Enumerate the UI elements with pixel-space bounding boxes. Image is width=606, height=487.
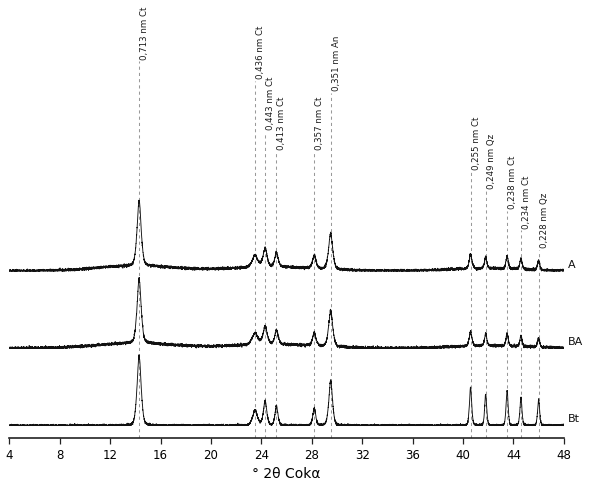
Text: 0,228 nm Qz: 0,228 nm Qz: [539, 193, 548, 248]
Text: BA: BA: [568, 337, 583, 347]
Text: 0,436 nm Ct: 0,436 nm Ct: [256, 26, 265, 79]
Text: 0,234 nm Ct: 0,234 nm Ct: [522, 175, 531, 228]
Text: 0,255 nm Ct: 0,255 nm Ct: [471, 116, 481, 169]
Text: Bt: Bt: [568, 414, 579, 424]
Text: 0,443 nm Ct: 0,443 nm Ct: [266, 77, 275, 131]
X-axis label: ° 2θ Cokα: ° 2θ Cokα: [252, 468, 321, 482]
Text: 0,249 nm Qz: 0,249 nm Qz: [487, 134, 496, 189]
Text: 0,713 nm Ct: 0,713 nm Ct: [140, 6, 149, 59]
Text: 0,357 nm Ct: 0,357 nm Ct: [315, 96, 324, 150]
Text: 0,238 nm Ct: 0,238 nm Ct: [508, 155, 517, 209]
Text: A: A: [568, 260, 575, 269]
Text: 0,413 nm Ct: 0,413 nm Ct: [278, 96, 287, 150]
Text: 0,351 nm An: 0,351 nm An: [331, 36, 341, 91]
